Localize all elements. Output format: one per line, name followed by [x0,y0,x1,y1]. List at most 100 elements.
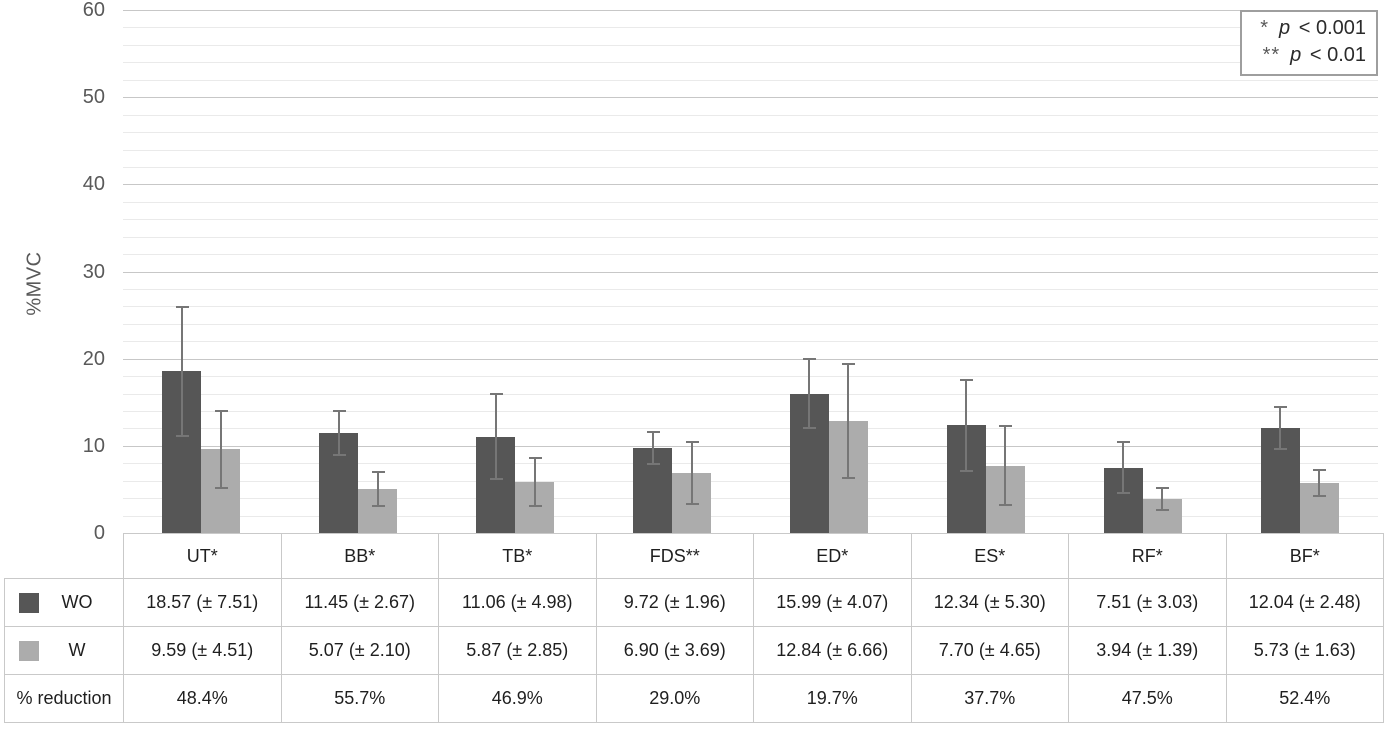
error-bar-cap [960,469,974,472]
error-bar-cap [1156,508,1170,511]
error-bar-cap [1274,406,1288,409]
gridline-minor [123,306,1378,308]
series-swatch-wo [19,592,39,613]
category-header-cell: ES* [910,533,1069,579]
error-bar-cap [842,363,856,365]
error-bar-cap [803,358,817,361]
error-bar-cap [175,305,189,308]
y-axis-tick-label: 10 [82,434,105,457]
table-row: % reduction 48.4% 55.7% 46.9% 29.0% 19.7% 37.7… [4,674,1384,723]
category-header-cell: UT* [123,533,282,579]
error-bar-cap [646,431,660,434]
error-bar-cap [528,457,542,459]
gridline-minor [123,428,1378,430]
p-threshold: < 0.001 [1293,17,1366,39]
table-cell: 46.9% [438,674,597,723]
legend-entry: ** p < 0.01 [1260,42,1366,69]
gridline-minor [123,498,1378,500]
gridline-minor [123,27,1378,29]
table-cell: 19.7% [753,674,912,723]
error-bar [332,409,346,457]
gridline-major [123,445,1378,447]
gridline-major [123,358,1378,360]
error-bar-cap [371,470,385,473]
error-bar-cap [842,477,856,480]
table-cell: 9.59 (± 4.51) [123,626,282,675]
gridline-minor [123,166,1378,168]
legend-entry: * p < 0.001 [1260,15,1366,42]
gridline-minor [123,376,1378,378]
gridline-minor [123,411,1378,412]
error-bar-cap [1117,441,1131,444]
row-label-cell: % reduction [4,674,124,723]
significance-marker: * [1260,17,1270,39]
error-bar [842,363,856,480]
gridline-minor [123,62,1378,64]
table-corner-cell [5,534,124,579]
error-bar [960,379,974,472]
error-bar-cap [489,477,503,480]
gridline-minor [123,288,1378,290]
table-cell: 55.7% [280,674,439,723]
table-cell: 11.45 (± 2.67) [280,578,439,627]
gridline-minor [123,341,1378,343]
gridline-major [123,271,1378,273]
error-bar [1313,468,1327,498]
error-bar-cap [214,410,228,413]
p-variable: p [1279,17,1291,39]
gridline-minor [123,132,1378,133]
data-table: UT* BB* TB* FDS** ED* ES* RF* BF* WO 18.57 (± 7.5… [4,533,1384,723]
row-label: W [68,640,86,660]
significance-legend: * p < 0.001 ** p < 0.01 [1240,10,1378,76]
table-cell: 29.0% [595,674,754,723]
table-cell: 12.04 (± 2.48) [1225,578,1384,627]
error-bar-cap [803,427,817,430]
error-bar-cap [646,463,660,466]
error-bar [999,425,1013,507]
row-label: WO [61,592,93,612]
table-cell: 18.57 (± 7.51) [123,578,282,627]
row-label-cell: WO [4,578,124,627]
gridline-minor [123,463,1378,465]
table-row: W 9.59 (± 4.51) 5.07 (± 2.10) 5.87 (± 2.85)… [4,626,1384,675]
y-axis-tick-label: 20 [82,347,105,370]
error-bar-cap [332,409,346,412]
category-header-cell: RF* [1068,533,1227,579]
table-cell: 7.70 (± 4.65) [910,626,1069,675]
table-row: WO 18.57 (± 7.51) 11.45 (± 2.67) 11.06 (± 4… [4,578,1384,627]
gridline-minor [123,219,1378,221]
error-bar [685,440,699,505]
table-cell: 37.7% [910,674,1069,723]
category-header-cell: FDS** [595,533,754,579]
gridline-major [123,184,1378,186]
error-bar-cap [1156,486,1170,489]
error-bar [1117,441,1131,494]
gridline-minor [123,515,1378,517]
table-cell: 52.4% [1225,674,1384,723]
error-bar-cap [960,379,974,382]
row-label-cell: W [4,626,124,675]
table-header-row: UT* BB* TB* FDS** ED* ES* RF* BF* [5,533,1384,579]
category-header-cell: TB* [438,533,597,579]
y-axis-title: %MVC [23,251,46,316]
row-label: % reduction [16,688,112,708]
error-bar-cap [1313,495,1327,498]
table-cell: 3.94 (± 1.39) [1068,626,1227,675]
error-bar [1274,406,1288,450]
error-bar-cap [214,486,228,489]
y-axis-tick-label: 40 [82,173,105,196]
gridline-minor [123,254,1378,256]
p-variable: p [1290,44,1302,66]
table-cell: 11.06 (± 4.98) [438,578,597,627]
plot-area [123,10,1378,533]
error-bar-cap [1313,468,1327,471]
error-bar [646,431,660,466]
gridline-minor [123,149,1378,151]
y-axis-tick-label: 30 [82,260,105,283]
y-axis-tick-label: 60 [82,0,105,21]
gridline-major [123,10,1378,11]
error-bar-cap [528,504,542,507]
table-cell: 15.99 (± 4.07) [753,578,912,627]
